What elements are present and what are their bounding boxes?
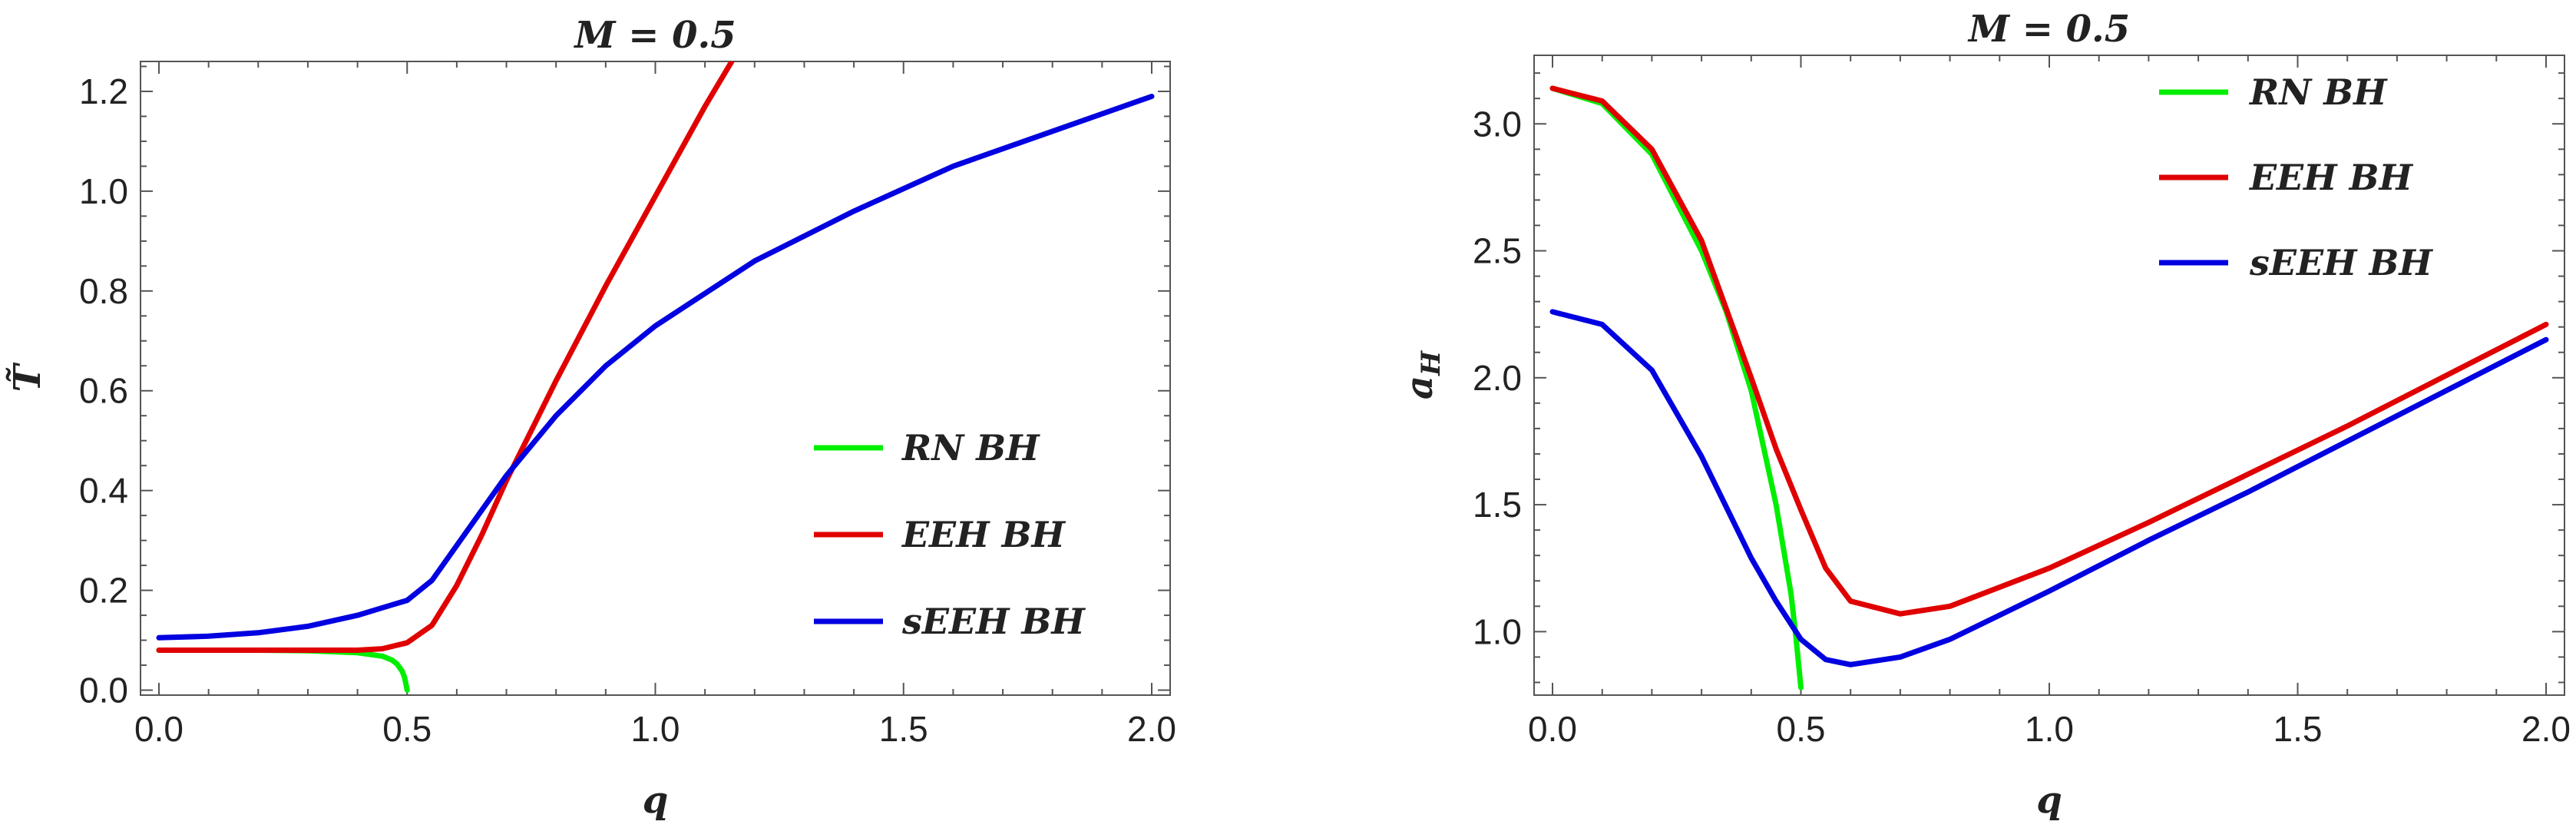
series-line-rn-bh [1549,85,1804,691]
x-axis-label: q [2036,779,2062,822]
y-tick-label: 0.8 [79,271,128,311]
y-tick-label: 0.2 [79,571,128,611]
y-axis-label: T̃ [5,362,49,392]
y-tick-label: 3.0 [1473,104,1522,144]
y-tick-label: 0.6 [79,371,128,411]
y-tick-label: 1.0 [79,171,128,211]
legend-label: EEH BH [901,514,1066,555]
legend-label: RN BH [901,427,1040,469]
chart-title: M = 0.5 [573,14,736,57]
right-panel: 0.0 0.5 1.0 1.5 2.0 1.0 1.5 2.0 2.5 3.0 M = 0.5 q aH… [1398,8,2571,822]
x-tick-label: 0.5 [1777,709,1826,749]
plot-frame [1533,55,2565,696]
left-panel: 0.0 0.5 1.0 1.5 2.0 0.0 0.2 0.4 0.6 0.8 1.0 1.2 M = … [5,14,1176,822]
x-tick-label: 0.0 [134,709,184,749]
x-tick-label: 0.0 [1528,709,1577,749]
series-line-rn-bh [156,647,410,693]
x-tick-label: 0.5 [382,709,432,749]
y-axis-label: aH [1398,349,1447,399]
chart-title: M = 0.5 [1967,8,2130,51]
legend-label: sEEH BH [901,601,1086,642]
series-line-eeh-bh [156,61,736,653]
x-tick-label: 2.0 [2521,709,2571,749]
x-tick-label: 1.0 [631,709,680,749]
x-tick-label: 1.5 [2273,709,2323,749]
x-tick-label: 1.5 [879,709,928,749]
series-line-seeh-bh [1549,309,2549,667]
y-tick-label: 0.4 [79,471,128,511]
x-axis-label: q [643,779,669,822]
legend-label: EEH BH [2248,157,2413,198]
legend-label: RN BH [2248,71,2388,113]
series-line-seeh-bh [156,94,1155,641]
y-tick-label: 1.5 [1473,485,1522,525]
series-line-eeh-bh [1549,85,2549,617]
y-tick-label: 1.2 [79,71,128,111]
y-tick-label: 0.0 [79,671,128,710]
x-tick-label: 2.0 [1127,709,1176,749]
y-tick-label: 1.0 [1473,611,1522,651]
x-tick-label: 1.0 [2025,709,2074,749]
y-tick-label: 2.0 [1473,358,1522,398]
y-tick-label: 2.5 [1473,231,1522,271]
legend-label: sEEH BH [2249,242,2433,283]
